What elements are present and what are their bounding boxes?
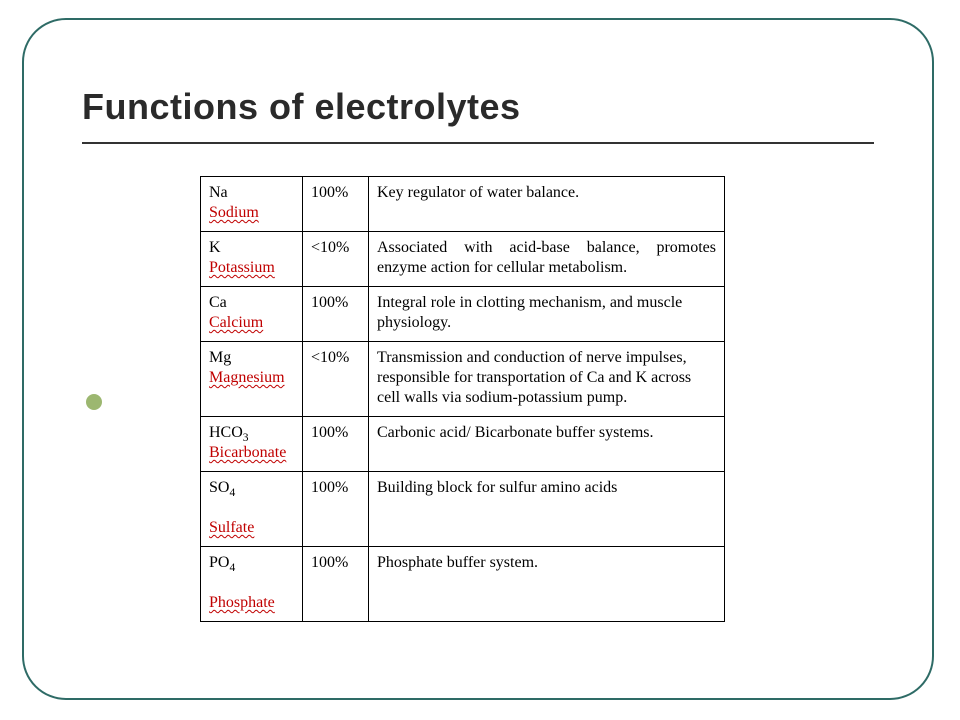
table-row: CaCalcium100%Integral role in clotting m… bbox=[201, 287, 725, 342]
electrolyte-name: Calcium bbox=[209, 313, 263, 333]
table-row: NaSodium100%Key regulator of water balan… bbox=[201, 177, 725, 232]
table-row: PO4 Phosphate100%Phosphate buffer system… bbox=[201, 547, 725, 622]
electrolyte-subscript: 4 bbox=[229, 562, 235, 574]
table-row: SO4 Sulfate100%Building block for sulfur… bbox=[201, 472, 725, 547]
cell-symbol-name: NaSodium bbox=[201, 177, 303, 232]
electrolyte-symbol: K bbox=[209, 238, 294, 258]
electrolyte-name: Potassium bbox=[209, 258, 275, 278]
cell-percent: 100% bbox=[303, 547, 369, 622]
cell-percent: 100% bbox=[303, 177, 369, 232]
bullet-icon bbox=[86, 394, 102, 410]
cell-description: Key regulator of water balance. bbox=[369, 177, 725, 232]
electrolyte-name: Sodium bbox=[209, 203, 259, 223]
cell-description: Transmission and conduction of nerve imp… bbox=[369, 342, 725, 417]
electrolytes-table: NaSodium100%Key regulator of water balan… bbox=[200, 176, 725, 622]
table-row: MgMagnesium<10%Transmission and conducti… bbox=[201, 342, 725, 417]
cell-description: Integral role in clotting mechanism, and… bbox=[369, 287, 725, 342]
spacer bbox=[209, 498, 294, 518]
electrolytes-table-body: NaSodium100%Key regulator of water balan… bbox=[201, 177, 725, 622]
electrolyte-symbol: PO4 bbox=[209, 553, 294, 573]
cell-symbol-name: SO4 Sulfate bbox=[201, 472, 303, 547]
cell-description: Phosphate buffer system. bbox=[369, 547, 725, 622]
cell-percent: <10% bbox=[303, 232, 369, 287]
cell-symbol-name: CaCalcium bbox=[201, 287, 303, 342]
electrolyte-symbol: SO4 bbox=[209, 478, 294, 498]
electrolyte-subscript: 4 bbox=[229, 487, 235, 499]
electrolyte-symbol: Na bbox=[209, 183, 294, 203]
electrolyte-name: Sulfate bbox=[209, 518, 254, 538]
cell-description: Carbonic acid/ Bicarbonate buffer system… bbox=[369, 417, 725, 472]
page-title: Functions of electrolytes bbox=[82, 86, 521, 128]
electrolyte-name: Phosphate bbox=[209, 593, 275, 613]
electrolyte-name: Bicarbonate bbox=[209, 443, 286, 463]
table-row: KPotassium<10%Associated with acid-base … bbox=[201, 232, 725, 287]
cell-percent: 100% bbox=[303, 287, 369, 342]
table-row: HCO3Bicarbonate100%Carbonic acid/ Bicarb… bbox=[201, 417, 725, 472]
cell-percent: <10% bbox=[303, 342, 369, 417]
cell-description: Associated with acid-base balance, promo… bbox=[369, 232, 725, 287]
electrolyte-symbol: Mg bbox=[209, 348, 294, 368]
cell-percent: 100% bbox=[303, 472, 369, 547]
cell-symbol-name: KPotassium bbox=[201, 232, 303, 287]
electrolyte-symbol: HCO3 bbox=[209, 423, 294, 443]
cell-percent: 100% bbox=[303, 417, 369, 472]
cell-description: Building block for sulfur amino acids bbox=[369, 472, 725, 547]
spacer bbox=[209, 573, 294, 593]
cell-symbol-name: PO4 Phosphate bbox=[201, 547, 303, 622]
electrolyte-name: Magnesium bbox=[209, 368, 285, 388]
title-underline bbox=[82, 142, 874, 144]
cell-symbol-name: MgMagnesium bbox=[201, 342, 303, 417]
cell-symbol-name: HCO3Bicarbonate bbox=[201, 417, 303, 472]
electrolyte-symbol: Ca bbox=[209, 293, 294, 313]
